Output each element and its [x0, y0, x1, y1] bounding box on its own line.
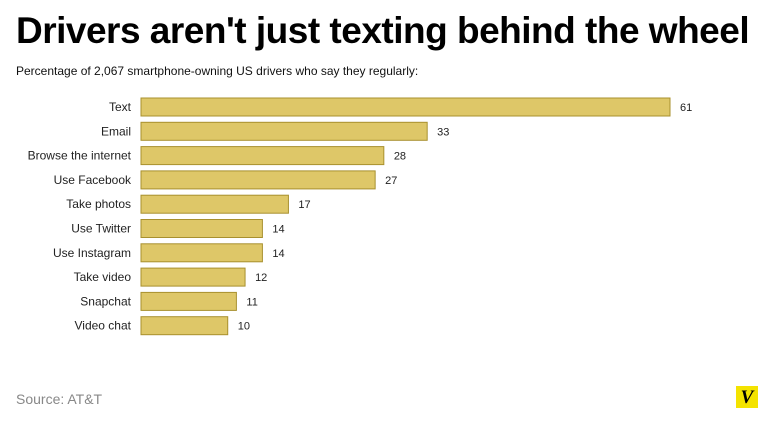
value-label: 33 [437, 126, 449, 138]
category-label: Use Instagram [53, 246, 131, 260]
vox-logo: V [736, 386, 758, 408]
category-label: Video chat [75, 319, 132, 333]
category-label: Use Twitter [71, 222, 131, 236]
bar-chart: Text 61 Email 33 Browse the internet 28 Use Fa… [28, 97, 692, 336]
value-label: 11 [246, 296, 257, 308]
bar [140, 194, 289, 214]
bar [140, 316, 229, 336]
bar [140, 146, 385, 166]
category-label: Browse the internet [28, 149, 132, 163]
value-label: 17 [298, 199, 310, 211]
category-label: Email [101, 124, 131, 138]
value-label: 10 [238, 321, 250, 333]
bar [140, 97, 671, 117]
bar [140, 267, 246, 287]
category-label: Text [109, 100, 132, 114]
chart-title: Drivers aren't just texting behind the w… [16, 10, 750, 51]
bar [140, 170, 376, 190]
bar [140, 291, 237, 311]
category-label: Snapchat [80, 294, 131, 308]
value-label: 27 [385, 175, 397, 187]
category-label: Use Facebook [54, 173, 132, 187]
source-note: Source: AT&T [16, 391, 103, 407]
value-label: 28 [394, 151, 406, 163]
chart-subtitle: Percentage of 2,067 smartphone-owning US… [16, 64, 419, 78]
value-label: 61 [680, 102, 692, 114]
category-label: Take video [74, 270, 132, 284]
bar [140, 243, 263, 263]
category-label: Take photos [66, 197, 131, 211]
bar [140, 219, 263, 238]
value-label: 12 [255, 272, 267, 284]
bar [140, 121, 428, 141]
value-label: 14 [272, 248, 284, 260]
value-label: 14 [272, 224, 284, 236]
